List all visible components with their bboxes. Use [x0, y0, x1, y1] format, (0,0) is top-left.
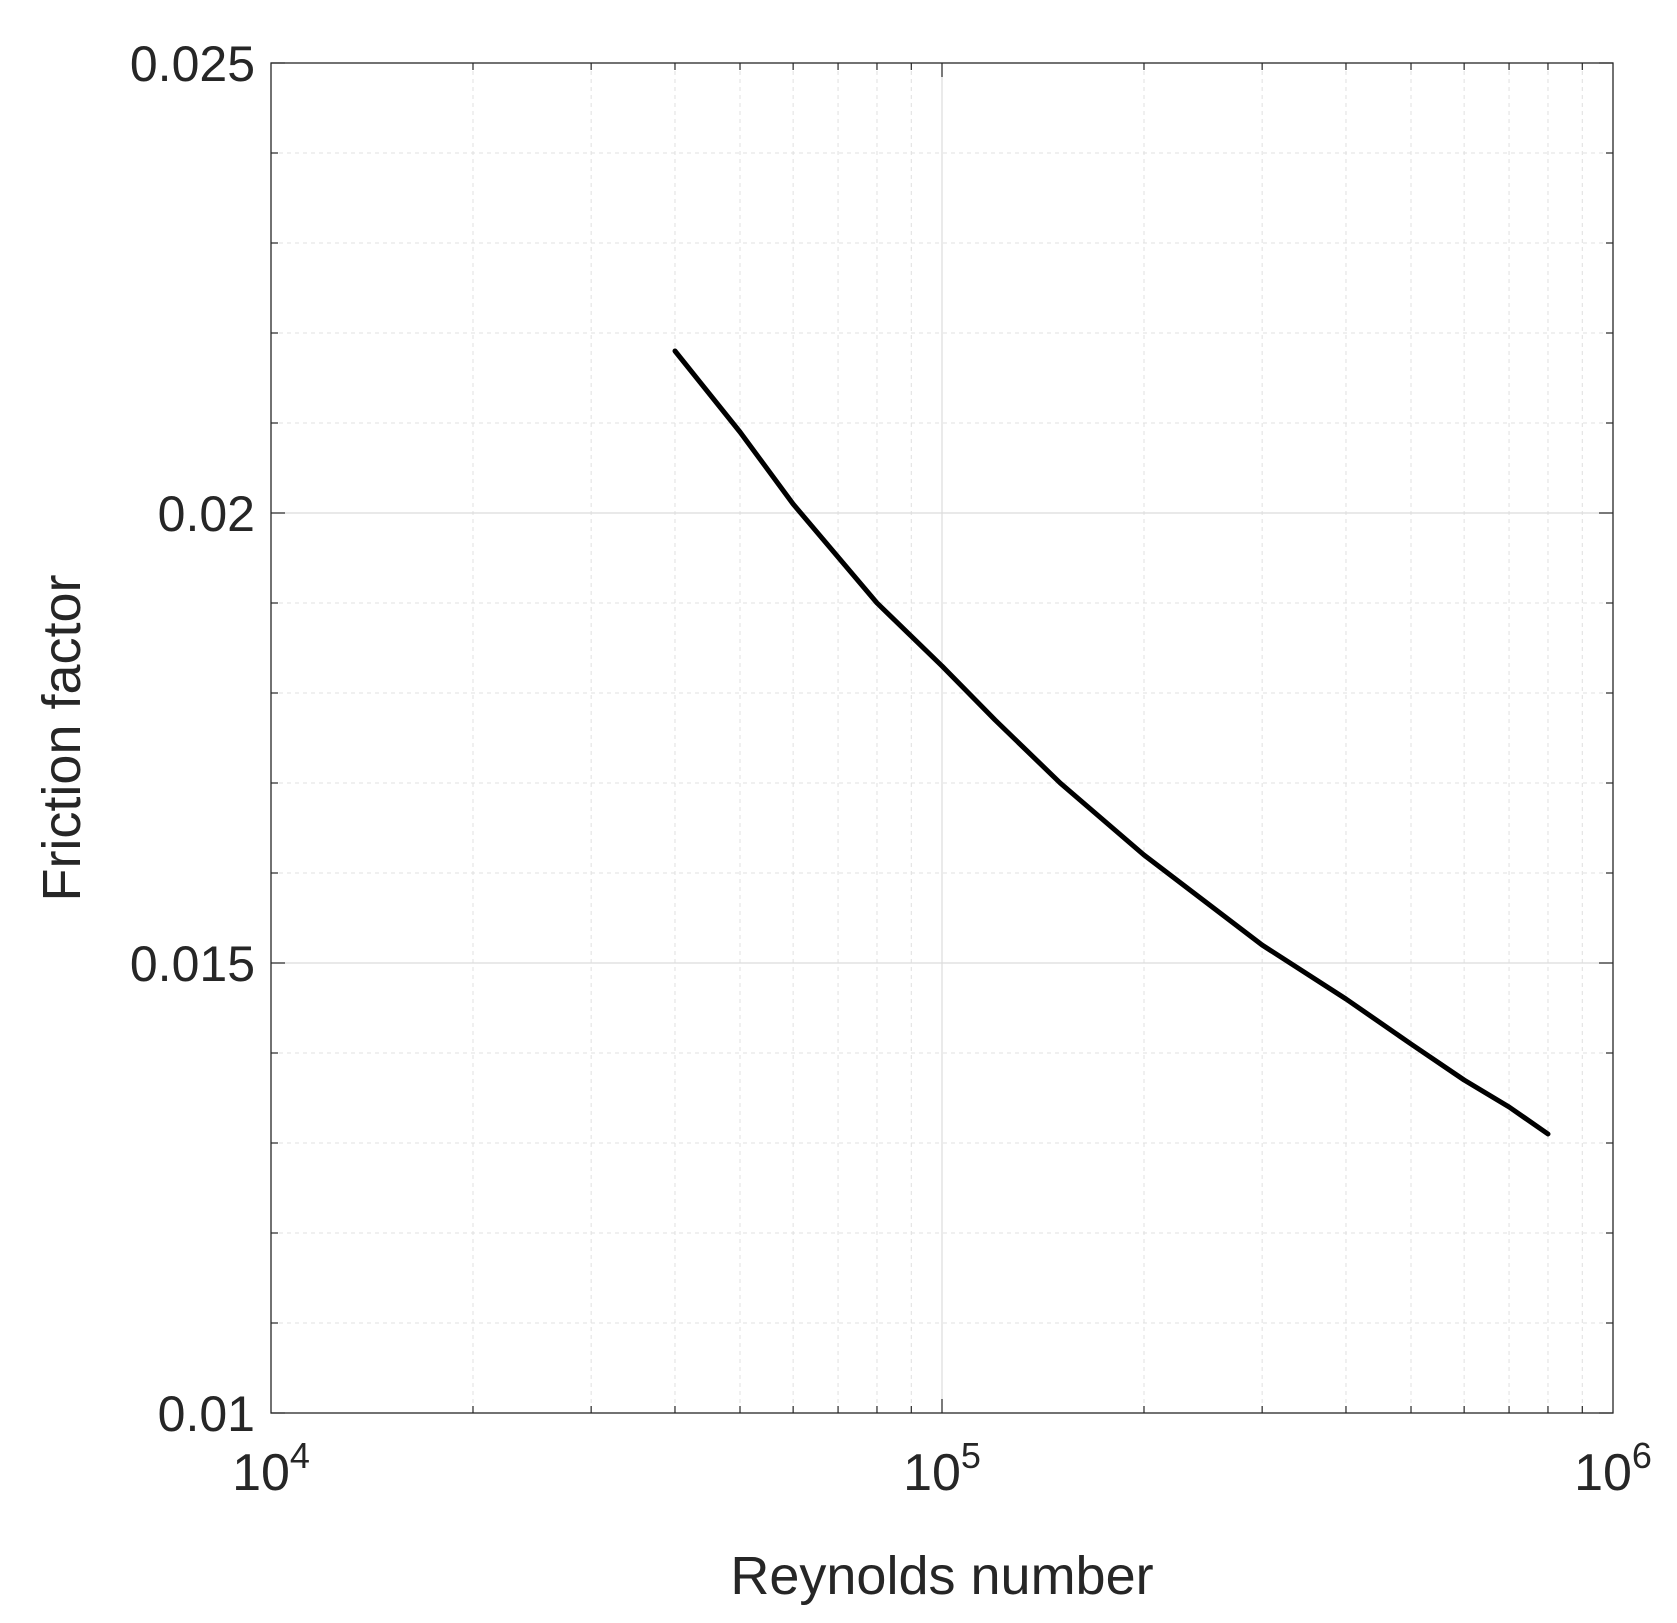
y-tick-label: 0.015	[130, 936, 255, 992]
y-tick-label: 0.01	[158, 1386, 255, 1442]
x-tick-label: 104	[232, 1435, 310, 1502]
x-tick-labels: 104 105 106	[232, 1435, 1652, 1502]
tick-marks	[271, 62, 1613, 1414]
x-tick-base: 10	[232, 1444, 290, 1502]
y-tick-label: 0.02	[158, 486, 255, 542]
y-axis-title: Friction factor	[32, 574, 92, 901]
x-tick-label: 106	[1574, 1435, 1652, 1502]
x-tick-exponent: 4	[290, 1435, 310, 1476]
x-axis-title: Reynolds number	[730, 1546, 1153, 1606]
series-line-friction-factor	[672, 348, 1551, 1137]
x-tick-exponent: 6	[1632, 1435, 1652, 1476]
plot-frame	[270, 62, 1614, 1414]
y-tick-labels: 0.01 0.015 0.02 0.025	[130, 36, 255, 1442]
x-tick-base: 10	[903, 1444, 961, 1502]
x-tick-base: 10	[1574, 1444, 1632, 1502]
x-tick-exponent: 5	[961, 1435, 981, 1476]
y-tick-label: 0.025	[130, 36, 255, 92]
grid-lines	[271, 63, 1613, 1413]
x-tick-label: 105	[903, 1435, 981, 1502]
